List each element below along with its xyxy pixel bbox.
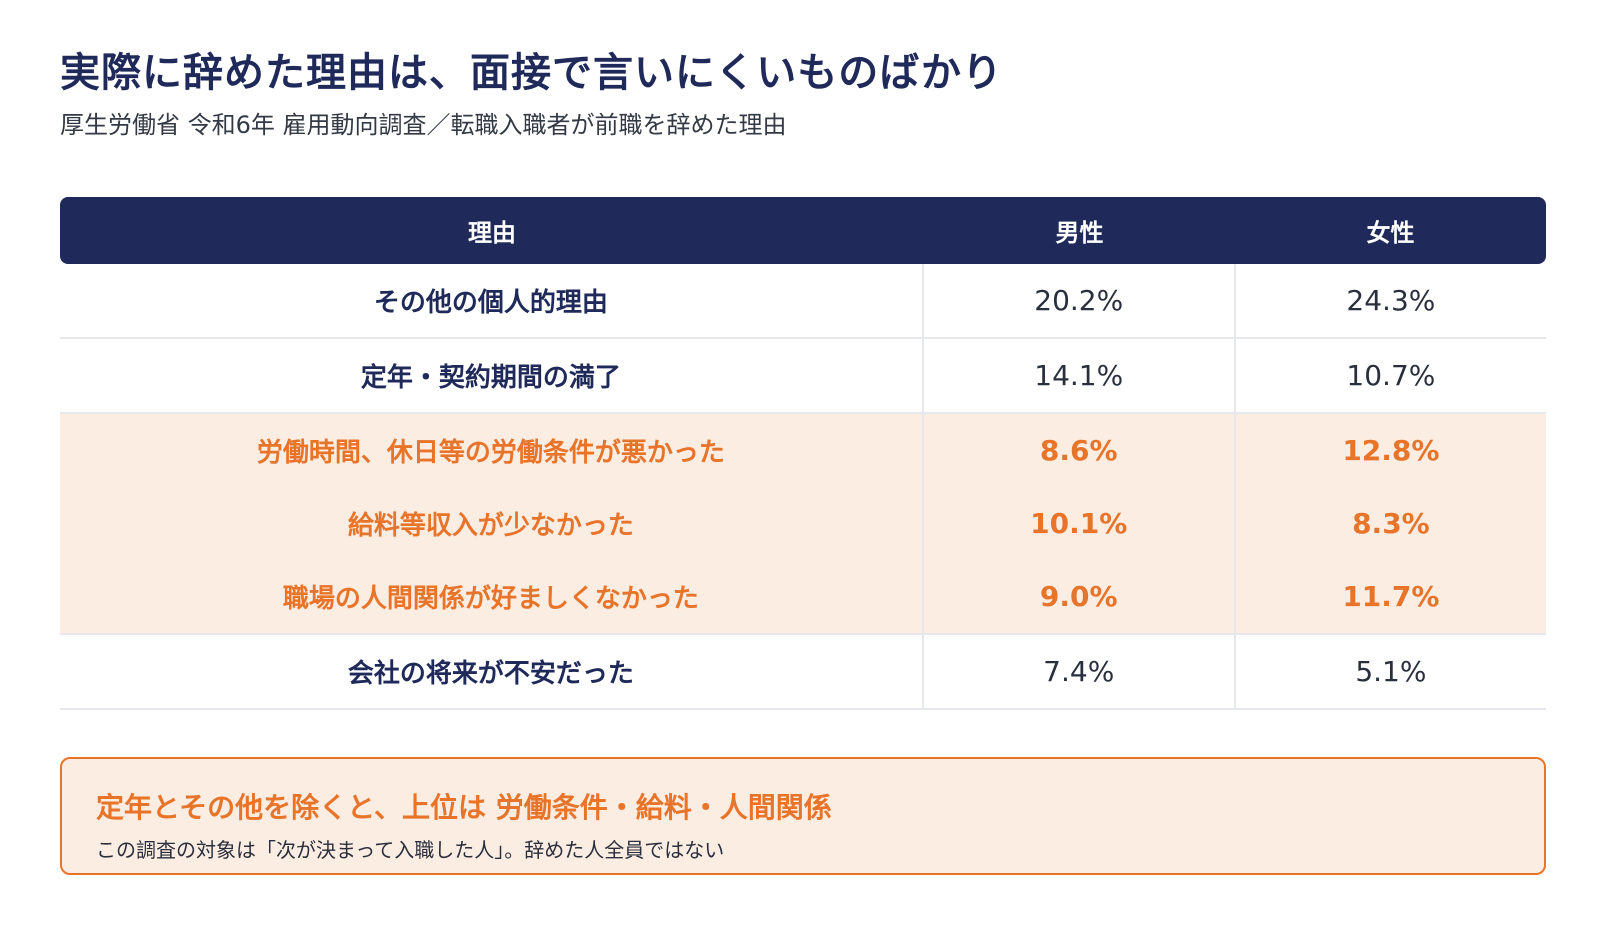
male-value-cell: 10.1%	[921, 487, 1234, 560]
female-value-cell: 8.3%	[1233, 487, 1546, 560]
reasons-table: 理由 男性 女性 その他の個人的理由 20.2% 24.3% 定年・契約期間の満…	[60, 197, 1546, 710]
header-male: 男性	[1055, 219, 1104, 247]
page-subtitle: 厚生労働省 令和6年 雇用動向調査／転職入職者が前職を辞めた理由	[60, 111, 787, 139]
female-value-cell: 11.7%	[1233, 560, 1546, 633]
male-value-cell: 9.0%	[921, 560, 1234, 633]
reason-cell: その他の個人的理由	[373, 288, 608, 318]
table-row: 会社の将来が不安だった 7.4% 5.1%	[60, 635, 1546, 710]
page-title: 実際に辞めた理由は、面接で言いにくいものばかり	[60, 50, 1003, 96]
female-value-cell: 24.3%	[1233, 264, 1546, 337]
table-row-highlighted: 給料等収入が少なかった 10.1% 8.3%	[60, 487, 1546, 560]
callout-headline: 定年とその他を除くと、上位は 労働条件・給料・人間関係	[96, 791, 832, 824]
reason-cell: 定年・契約期間の満了	[360, 363, 621, 393]
reason-cell: 給料等収入が少なかった	[347, 511, 634, 541]
reason-cell: 会社の将来が不安だった	[347, 659, 634, 689]
header-female: 女性	[1366, 219, 1415, 247]
reason-cell: 職場の人間関係が好ましくなかった	[282, 584, 699, 614]
header-reason: 理由	[468, 219, 516, 247]
summary-callout: 定年とその他を除くと、上位は 労働条件・給料・人間関係 この調査の対象は「次が決…	[60, 757, 1546, 875]
table-header: 理由 男性 女性	[60, 197, 1546, 264]
table-row-highlighted: 職場の人間関係が好ましくなかった 9.0% 11.7%	[60, 560, 1546, 635]
callout-note: この調査の対象は「次が決まって入職した人」。辞めた人全員ではない	[96, 838, 725, 862]
table-row: 定年・契約期間の満了 14.1% 10.7%	[60, 339, 1546, 414]
female-value-cell: 10.7%	[1233, 339, 1546, 412]
male-value-cell: 20.2%	[921, 264, 1234, 337]
male-value-cell: 8.6%	[921, 414, 1234, 487]
table-row: その他の個人的理由 20.2% 24.3%	[60, 264, 1546, 339]
male-value-cell: 14.1%	[921, 339, 1234, 412]
female-value-cell: 12.8%	[1233, 414, 1546, 487]
female-value-cell: 5.1%	[1233, 635, 1546, 708]
table-row-highlighted: 労働時間、休日等の労働条件が悪かった 8.6% 12.8%	[60, 414, 1546, 487]
male-value-cell: 7.4%	[921, 635, 1234, 708]
reason-cell: 労働時間、休日等の労働条件が悪かった	[256, 438, 725, 468]
